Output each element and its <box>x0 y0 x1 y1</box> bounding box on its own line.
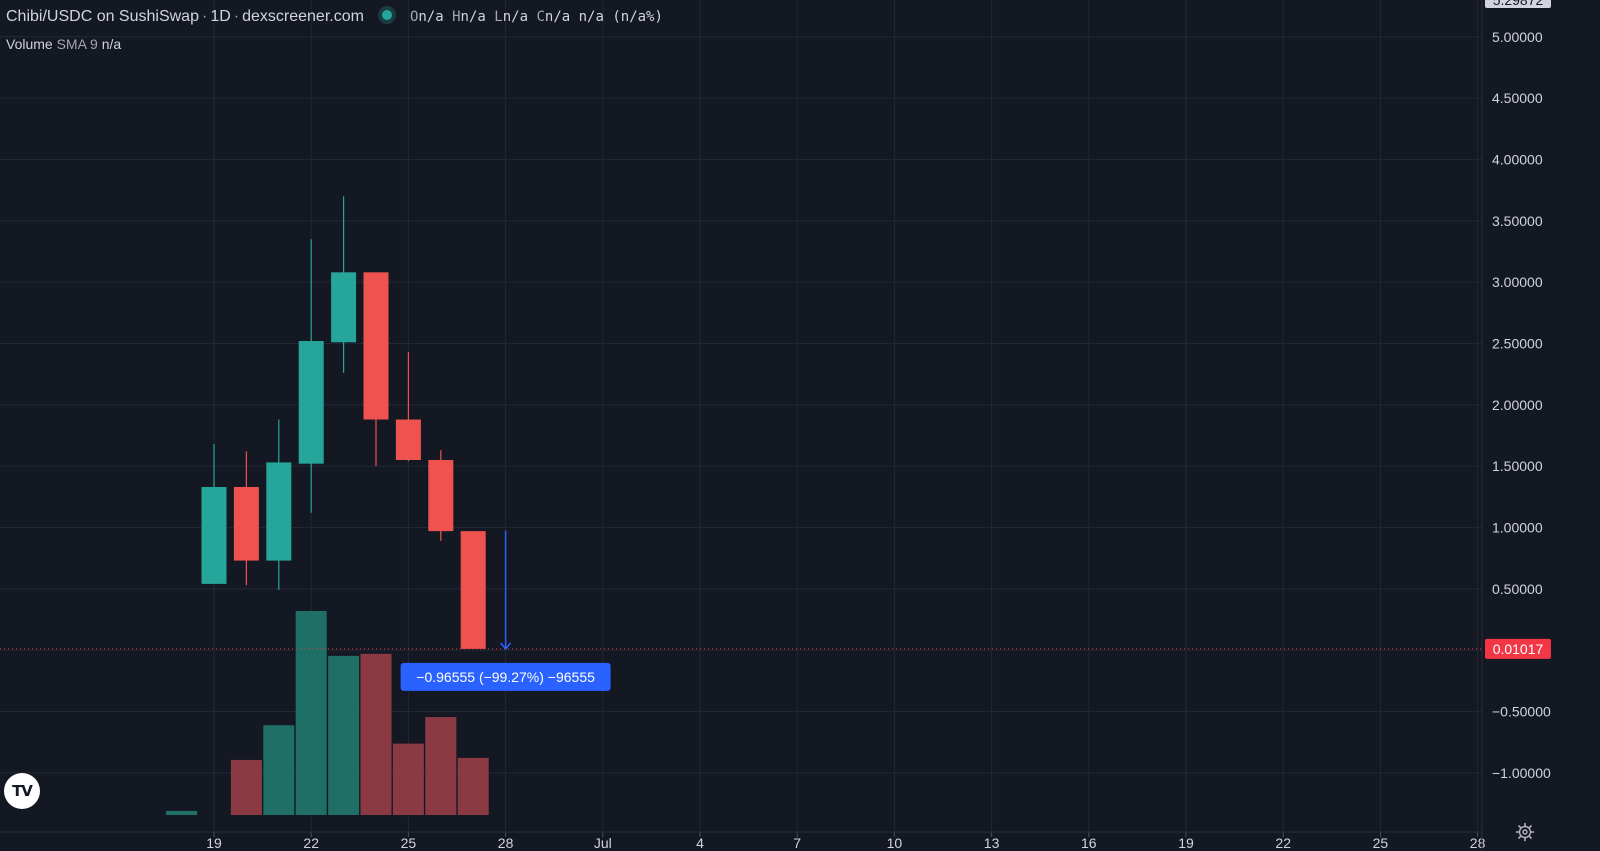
change-value: n/a (n/a%) <box>578 9 663 25</box>
candle-body-down <box>395 419 421 460</box>
volume-bar <box>295 611 327 815</box>
x-tick-label: 19 <box>206 835 222 851</box>
ohlc-values: On/a Hn/a Ln/a Cn/a n/a (n/a%) <box>410 9 663 25</box>
y-tick-label: 4.00000 <box>1492 151 1543 167</box>
y-tick-label: 1.00000 <box>1492 519 1543 535</box>
source-label: dexscreener.com <box>242 8 364 25</box>
x-tick-label: 13 <box>984 835 1000 851</box>
tradingview-logo-icon[interactable]: TV <box>4 773 40 809</box>
x-tick-label: 25 <box>401 835 417 851</box>
y-tick-label: 5.00000 <box>1492 29 1543 45</box>
open-key: O <box>409 9 419 25</box>
candle-body-up <box>331 272 357 343</box>
y-tick-label: 2.00000 <box>1492 397 1543 413</box>
top-price-badge <box>1485 0 1551 8</box>
measure-arrowhead-icon <box>500 642 512 651</box>
low-key: L <box>494 9 503 25</box>
y-tick-label: 0.50000 <box>1492 581 1543 597</box>
volume-bar <box>457 757 489 815</box>
x-tick-label: 22 <box>303 835 319 851</box>
candle-body-down <box>428 460 454 532</box>
last-price-badge <box>1485 638 1551 659</box>
y-tick-label: 3.00000 <box>1492 274 1543 290</box>
candle-body-down <box>233 486 259 561</box>
y-tick-label: 3.50000 <box>1492 213 1543 229</box>
x-tick-label: 10 <box>887 835 903 851</box>
high-value: n/a <box>460 9 486 25</box>
market-status-dot-icon[interactable] <box>381 10 392 20</box>
y-tick-label: 1.50000 <box>1492 458 1543 474</box>
last-price-label: 0.01017 <box>1493 641 1544 657</box>
volume-bar <box>263 725 295 815</box>
volume-bar <box>328 655 360 815</box>
legend-separator: · <box>201 8 208 25</box>
close-key: C <box>536 9 545 25</box>
volume-bar <box>360 653 392 815</box>
volume-value: n/a <box>101 36 122 52</box>
x-tick-label: 28 <box>1470 835 1486 851</box>
x-tick-label: Jul <box>594 835 612 851</box>
candle-body-up <box>298 341 324 464</box>
y-tick-label: 2.50000 <box>1492 335 1543 351</box>
y-tick-label: −1.00000 <box>1492 765 1551 781</box>
open-value: n/a <box>418 9 444 25</box>
symbol-name[interactable]: Chibi/USDC on SushiSwap <box>6 8 199 25</box>
x-tick-label: 4 <box>696 835 704 851</box>
x-tick-label: 25 <box>1373 835 1389 851</box>
y-tick-label: −0.50000 <box>1492 703 1551 719</box>
symbol-legend[interactable]: Chibi/USDC on SushiSwap · 1D · dexscreener.c… <box>6 7 663 27</box>
volume-bar <box>230 759 262 815</box>
volume-bar <box>166 810 198 815</box>
x-tick-label: 28 <box>498 835 514 851</box>
candle-body-up <box>266 462 292 561</box>
legend-separator: · <box>233 8 240 25</box>
x-tick-label: 16 <box>1081 835 1097 851</box>
low-value: n/a <box>502 9 529 25</box>
volume-legend[interactable]: Volume SMA 9 n/a <box>6 34 121 54</box>
x-tick-label: 19 <box>1178 835 1194 851</box>
high-key: H <box>452 9 461 25</box>
volume-label[interactable]: Volume <box>6 36 53 52</box>
candle-body-down <box>460 531 486 649</box>
candle-body-up <box>201 486 227 584</box>
measure-label-background <box>400 662 611 691</box>
measure-label[interactable]: −0.96555 (−99.27%) −96555 <box>400 662 611 691</box>
y-tick-label: 4.50000 <box>1492 90 1543 106</box>
candle-body-down <box>363 272 389 420</box>
volume-sma-label: SMA 9 <box>56 36 98 52</box>
gear-icon[interactable] <box>1515 822 1535 842</box>
close-value: n/a <box>544 9 571 25</box>
measure-label-text: −0.96555 (−99.27%) −96555 <box>416 669 595 685</box>
top-price-label: 5.29872 <box>1493 0 1544 8</box>
x-tick-label: 22 <box>1275 835 1291 851</box>
x-tick-label: 7 <box>793 835 801 851</box>
interval-label[interactable]: 1D <box>210 8 231 25</box>
volume-bar <box>392 743 424 815</box>
volume-bar <box>425 717 457 815</box>
